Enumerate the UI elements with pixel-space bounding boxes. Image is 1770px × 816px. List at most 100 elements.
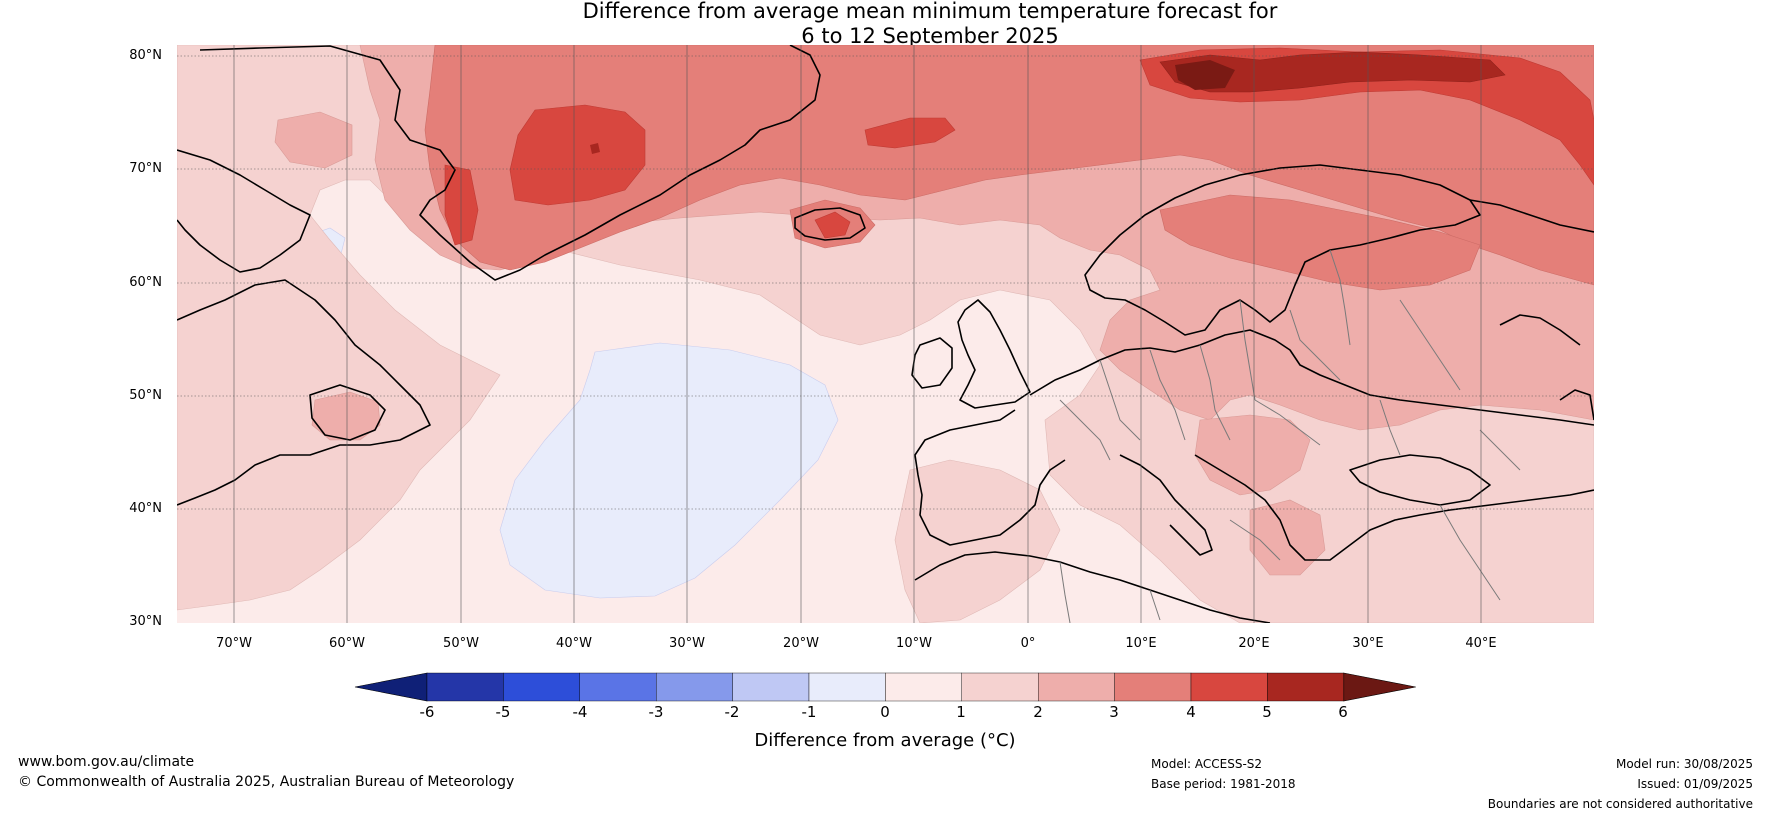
colorbar-tick-label: -5 xyxy=(495,703,511,721)
coast-baffin xyxy=(177,149,311,273)
colorbar-segment xyxy=(656,672,733,702)
lon-label-60w: 60°W xyxy=(329,636,365,651)
coast-novaya-zemlya xyxy=(1499,314,1581,346)
border-3 xyxy=(1099,359,1141,441)
border-7 xyxy=(1329,249,1351,346)
border-5 xyxy=(1199,344,1231,441)
anomaly-band-4-to-5-eastgreen xyxy=(444,164,479,246)
lat-label-60n: 60°N xyxy=(129,275,162,290)
lat-label-50n: 50°N xyxy=(129,388,162,403)
border-13 xyxy=(1059,561,1071,623)
footer-model-run: Model run: 30/08/2025 xyxy=(1615,757,1753,771)
lon-label-40e: 40°E xyxy=(1465,636,1497,651)
border-6 xyxy=(1254,399,1321,446)
colorbar-tick-label: -3 xyxy=(648,703,664,721)
border-11 xyxy=(1479,429,1521,471)
lat-label-80n: 80°N xyxy=(129,48,162,63)
coast-iceland xyxy=(794,207,866,241)
colorbar-tick-label: 2 xyxy=(1033,703,1043,721)
colorbar-segment xyxy=(579,672,657,702)
coast-black-sea xyxy=(1349,454,1491,506)
coast-britain xyxy=(957,299,1031,409)
colorbar-segment xyxy=(885,672,963,702)
colorbar-tick-label: 1 xyxy=(956,703,966,721)
colorbar-segment xyxy=(1190,672,1268,702)
colorbar-extend-min xyxy=(354,672,428,702)
border-12 xyxy=(1149,589,1161,621)
country-borders xyxy=(1059,249,1521,623)
colorbar-tick-label: -2 xyxy=(724,703,740,721)
border-15 xyxy=(1439,504,1501,601)
colorbar-segment xyxy=(1037,672,1115,702)
colorbar-segment xyxy=(732,672,810,702)
coast-greenland xyxy=(199,45,821,281)
border-9 xyxy=(1059,399,1111,461)
coast-north-africa xyxy=(914,551,1271,623)
coast-europe xyxy=(1029,329,1594,426)
coast-balkans xyxy=(1194,454,1594,561)
colorbar-tick-label: 0 xyxy=(880,703,890,721)
coast-labrador xyxy=(177,279,431,506)
anomaly-band-5-to-6-core xyxy=(1175,60,1235,90)
colorbar-segment xyxy=(808,672,886,702)
title-line-1: Difference from average mean minimum tem… xyxy=(582,0,1278,23)
colorbar-tick-label: 5 xyxy=(1262,703,1272,721)
colorbar-segment xyxy=(1267,672,1345,702)
colorbar-tick-label: 3 xyxy=(1109,703,1119,721)
coast-russia-north xyxy=(1469,199,1594,233)
border-2 xyxy=(1289,309,1341,381)
lon-label-30e: 30°E xyxy=(1352,636,1384,651)
colorbar-segment xyxy=(961,672,1039,702)
anomaly-negative-atlantic xyxy=(499,342,839,599)
colorbar-segment xyxy=(1114,672,1192,702)
colorbar-tick-label: -1 xyxy=(801,703,817,721)
anomaly-band-4-to-5-denmark-strait xyxy=(864,117,956,149)
coast-iberia xyxy=(914,409,1066,546)
lon-label-30w: 30°W xyxy=(669,636,705,651)
lon-label-0: 0° xyxy=(1020,636,1036,651)
lon-label-40w: 40°W xyxy=(556,636,592,651)
anomaly-band-5-to-6-svalbard xyxy=(1159,51,1506,93)
map-title: Difference from average mean minimum tem… xyxy=(0,0,1770,49)
lon-label-50w: 50°W xyxy=(443,636,479,651)
border-1 xyxy=(1239,299,1256,401)
lat-label-70n: 70°N xyxy=(129,161,162,176)
colorbar-tick-label: -6 xyxy=(419,703,435,721)
anomaly-band-3-to-4-scandinavia xyxy=(1159,194,1481,291)
coast-italy xyxy=(1119,454,1213,556)
anomaly-band-2-to-3-westgreen xyxy=(274,111,353,169)
footer-issued: Issued: 01/09/2025 xyxy=(1637,777,1753,791)
lon-label-20w: 20°W xyxy=(783,636,819,651)
graticule-meridians xyxy=(233,45,1482,623)
anomaly-band-3-to-4 xyxy=(424,45,1594,286)
anomaly-band-1-to-2-north-africa xyxy=(894,459,1061,623)
coastlines xyxy=(177,45,1594,623)
colorbar-segment xyxy=(426,672,504,702)
coast-scandinavia xyxy=(1084,164,1481,336)
footer-disclaimer: Boundaries are not considered authoritat… xyxy=(1487,797,1753,811)
colorbar xyxy=(354,672,1416,702)
lon-label-20e: 20°E xyxy=(1238,636,1270,651)
border-4 xyxy=(1149,349,1186,441)
lon-label-10w: 10°W xyxy=(896,636,932,651)
title-line-2: 6 to 12 September 2025 xyxy=(801,24,1059,48)
anomaly-field xyxy=(177,45,1594,623)
colorbar-tick-label: -4 xyxy=(572,703,588,721)
colorbar-segment xyxy=(503,672,580,702)
footer-website: www.bom.gov.au/climate xyxy=(18,754,195,770)
lon-label-10e: 10°E xyxy=(1125,636,1157,651)
anomaly-band-4-to-5-iceland xyxy=(814,211,851,239)
colorbar-tick-label: 6 xyxy=(1338,703,1348,721)
anomaly-band-4-to-5-greenland xyxy=(509,104,646,206)
lat-label-40n: 40°N xyxy=(129,501,162,516)
anomaly-band-2-to-3-med xyxy=(1194,414,1311,496)
colorbar-title: Difference from average (°C) xyxy=(754,730,1016,751)
coast-caspian xyxy=(1559,389,1594,421)
border-8 xyxy=(1379,399,1401,456)
anomaly-band-5-to-6-greenland-spot xyxy=(590,143,600,154)
lon-label-70w: 70°W xyxy=(216,636,252,651)
footer-base-period: Base period: 1981-2018 xyxy=(1151,777,1296,791)
colorbar-tick-label: 4 xyxy=(1186,703,1196,721)
coast-newfoundland xyxy=(309,384,386,441)
